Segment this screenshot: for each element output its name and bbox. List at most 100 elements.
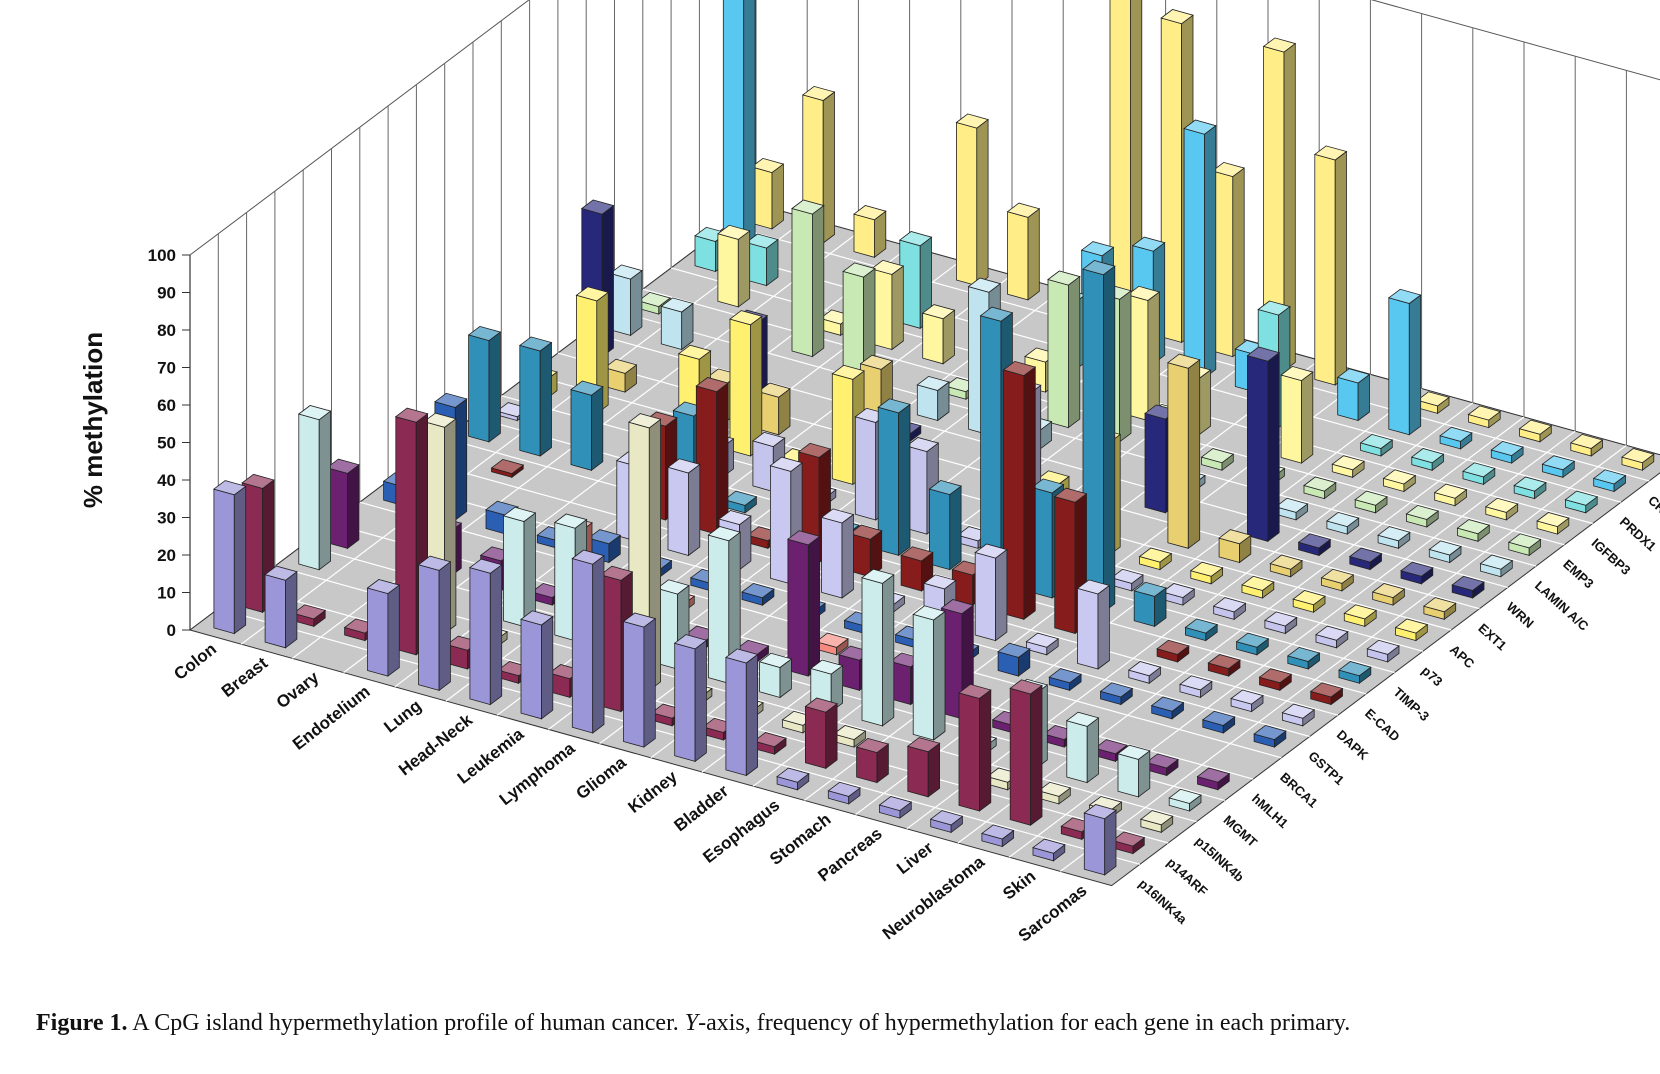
bar-liver-timp3 [1184, 618, 1219, 642]
bar-sarcomas-prdx1 [1564, 490, 1599, 514]
bar-neuroblastoma-timp3 [1235, 632, 1270, 656]
bar-pancreas-wrn [1246, 346, 1281, 543]
bar-breast-prdx1 [745, 233, 779, 287]
bar-esophagus-p16ink4a [776, 767, 810, 791]
bar-pancreas-p14arf [906, 737, 941, 798]
bar-stomach-p14arf [855, 737, 890, 784]
bar-liver-igfbp3 [1382, 469, 1417, 493]
gene-label: EXT1 [1475, 620, 1509, 653]
gene-label: p73 [1419, 663, 1446, 689]
y-tick-label: 70 [157, 359, 176, 378]
floor-gridline [906, 402, 1474, 830]
bar-sarcomas-ext1 [1423, 597, 1457, 621]
bar-pancreas-timp3 [1133, 581, 1167, 628]
bar-skin-wrn [1400, 561, 1434, 585]
bar-stomach-p16ink4a [827, 781, 861, 805]
tumor-label: Liver [893, 838, 937, 878]
bar-esophagus-ecad [1002, 360, 1037, 621]
y-axis-title: % methylation [78, 332, 108, 508]
gene-label: MGMT [1221, 812, 1261, 850]
bar-lung-mgmt [502, 506, 537, 628]
bar-liver-p73 [1212, 597, 1247, 621]
bar-head-neck-igfbp3 [921, 304, 956, 365]
bar-skin-ext1 [1371, 583, 1406, 606]
bar-liver-ecad [1156, 639, 1190, 663]
bar-liver-p14arf [958, 683, 992, 812]
bar-skin-rarb2 [1569, 433, 1604, 457]
y-tick-label: 0 [167, 621, 176, 640]
bar-skin-dapk [1230, 689, 1264, 713]
bar-esophagus-p14arf [804, 697, 838, 770]
bar-liver-wrn [1297, 533, 1332, 557]
bar-pancreas-prdx1 [1359, 433, 1394, 457]
y-tick-label: 90 [157, 284, 176, 303]
bar-lymphoma-p16ink4a [571, 549, 605, 734]
bar-breast-ext1 [603, 358, 638, 393]
tumor-label: Lung [380, 696, 424, 737]
bar-neuroblastoma-ext1 [1320, 568, 1355, 592]
bar-neuroblastoma-rarb2 [1518, 419, 1553, 443]
gene-label: p15INK4b [1192, 833, 1247, 884]
bar-lung-ext1 [757, 382, 791, 436]
y-tick-label: 20 [157, 546, 176, 565]
bar-glioma-p16ink4a [622, 612, 657, 748]
bar-neuroblastoma-laminac [1377, 526, 1411, 550]
bar-neuroblastoma-mgmt [1065, 711, 1100, 784]
bar-bladder-p16ink4a [725, 648, 759, 777]
bar-pancreas-p16ink4a [878, 796, 913, 819]
tumor-label: Kidney [624, 767, 681, 817]
gene-label: PRDX1 [1617, 514, 1659, 554]
gene-label: DAPK [1334, 727, 1372, 763]
bar-liver-gstp1 [1099, 682, 1134, 706]
bar-stomach-mgmt [912, 605, 946, 741]
floor-gridline [1060, 444, 1627, 872]
bar-bladder-rarb2 [1262, 37, 1297, 372]
bar-neuroblastoma-dapk [1179, 675, 1213, 699]
bar-neuroblastoma-p14arf [1009, 679, 1043, 826]
gene-label: WRN [1504, 599, 1537, 631]
caption-axis-name: Y [684, 1010, 699, 1036]
bar-liver-dapk [1127, 661, 1162, 685]
bar-stomach-timp3 [1082, 260, 1116, 613]
tumor-label: Breast [218, 653, 272, 701]
bar-sarcomas-laminac [1479, 554, 1514, 578]
y-tick-label: 100 [148, 246, 176, 265]
bar-sarcomas-p16ink4a [1083, 804, 1117, 876]
bar-sarcomas-igfbp3 [1536, 512, 1570, 535]
gene-label: CRBP1 [1645, 493, 1660, 534]
bar-colon-mgmt [297, 405, 332, 571]
bar-liver-ext1 [1269, 554, 1303, 578]
bar-ovary-rarb2 [853, 205, 887, 259]
y-tick-label: 40 [157, 471, 176, 490]
bar-stomach-gstp1 [997, 642, 1031, 677]
bar-neuroblastoma-igfbp3 [1433, 483, 1468, 507]
bar-ovary-timp3 [570, 380, 604, 472]
bar-colon-laminac [609, 264, 643, 337]
bar-liver-apc [1241, 575, 1275, 599]
bar-endotelium-emp3 [791, 199, 825, 358]
bar-breast-p14arf [292, 604, 327, 628]
bar-breast-p16ink4a [264, 565, 298, 649]
bar-liver-emp3 [1354, 490, 1388, 514]
bar-kidney-crbp1 [1183, 119, 1217, 379]
bar-glioma-ecad [849, 524, 883, 578]
bar-sarcomas-ecad [1309, 682, 1344, 706]
bar-stomach-dapk [1025, 632, 1060, 656]
figure-caption: Figure 1. A CpG island hypermethylation … [36, 1010, 1636, 1037]
bar-sarcomas-mgmt [1168, 788, 1202, 812]
bar-breast-ecad [490, 458, 525, 479]
bar-sarcomas-dapk [1281, 703, 1316, 727]
bar-skin-p16ink4a [1032, 838, 1066, 862]
y-axis: 0 10 20 30 40 50 60 70 80 90 100 [148, 246, 191, 640]
bar-kidney-brca1 [815, 632, 849, 656]
bar-pancreas-emp3 [1303, 476, 1337, 500]
bar-kidney-mgmt [758, 652, 793, 699]
bar-skin-timp3 [1286, 646, 1321, 670]
bar-stomach-crbp1 [1336, 368, 1371, 422]
bar-breast-laminac [660, 297, 694, 351]
gene-label: TIMP-3 [1390, 684, 1432, 724]
bar-lung-rarb2 [955, 113, 989, 287]
bar-skin-mgmt [1117, 744, 1151, 798]
bar-pancreas-apc [1189, 561, 1224, 585]
floor-gridline [1008, 430, 1576, 858]
